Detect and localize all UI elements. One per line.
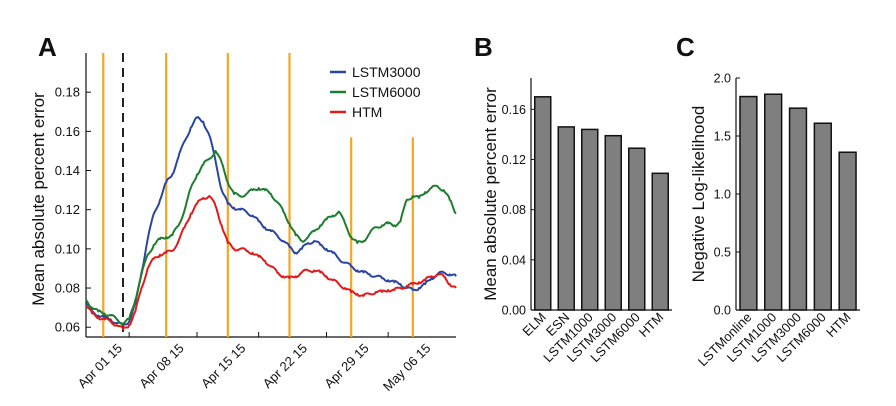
bar-htm — [838, 151, 857, 311]
legend-entry: HTM — [352, 104, 382, 120]
x-tick-label: HTM — [823, 310, 854, 341]
panel-label-c: C — [676, 32, 695, 62]
panel-label-b: B — [474, 32, 493, 62]
legend-entry: LSTM3000 — [352, 64, 421, 80]
bar-lstm1000 — [764, 93, 783, 311]
y-tick-label: 0.12 — [502, 153, 526, 167]
y-tick-label: 0.08 — [502, 203, 526, 217]
x-tick-label: Apr 08 15 — [136, 341, 186, 391]
bar-esn — [557, 126, 575, 311]
bar-lstm3000 — [604, 134, 622, 311]
bar-elm — [534, 96, 552, 311]
x-tick-label: Apr 01 15 — [75, 341, 125, 391]
bar-htm — [651, 172, 669, 311]
y-tick-label: 1.5 — [714, 130, 731, 144]
bar-lstm1000 — [581, 128, 599, 311]
x-tick-label: Apr 15 15 — [198, 341, 248, 391]
legend-entry: LSTM6000 — [352, 84, 421, 100]
bar-lstm6000 — [628, 147, 646, 311]
y-tick-label: 0.04 — [502, 253, 526, 267]
y-tick-label: 0.5 — [714, 246, 731, 260]
y-tick-label: 0.18 — [55, 85, 80, 100]
panel-label-a: A — [38, 32, 57, 62]
bar-lstmonline — [739, 95, 758, 311]
series-line-lstm6000 — [85, 149, 457, 326]
y-axis-label: Mean absolute percent error — [29, 92, 48, 306]
bar-lstm3000 — [788, 107, 808, 311]
y-tick-label: 0.12 — [55, 202, 80, 217]
y-tick-label: 0.14 — [55, 163, 80, 178]
y-tick-label: 0.00 — [502, 304, 526, 318]
y-tick-label: 0.16 — [502, 103, 526, 117]
x-tick-label: Apr 29 15 — [321, 341, 371, 391]
series-line-lstm3000 — [85, 116, 457, 327]
y-tick-label: 0.0 — [714, 304, 731, 318]
y-tick-label: 0.10 — [55, 241, 80, 256]
x-tick-label: HTM — [636, 310, 667, 341]
panel-a: A 0.06 0.08 0.10 0.12 0.14 0.16 0.18 Mean absolu… — [29, 32, 457, 395]
y-tick-label: 2.0 — [714, 72, 731, 86]
y-axis-label: Mean absolute percent error — [481, 87, 500, 301]
y-tick-label: 0.06 — [55, 320, 80, 335]
x-tick-label: May 06 15 — [380, 341, 434, 395]
y-tick-label: 0.08 — [55, 281, 80, 296]
x-tick-label: Apr 22 15 — [260, 341, 310, 391]
y-tick-label: 1.0 — [714, 188, 731, 202]
series-line-htm — [85, 195, 457, 331]
y-axis-label: Negative Log-likelihood — [689, 106, 708, 283]
bar-lstm6000 — [813, 122, 832, 311]
y-tick-label: 0.16 — [55, 124, 80, 139]
